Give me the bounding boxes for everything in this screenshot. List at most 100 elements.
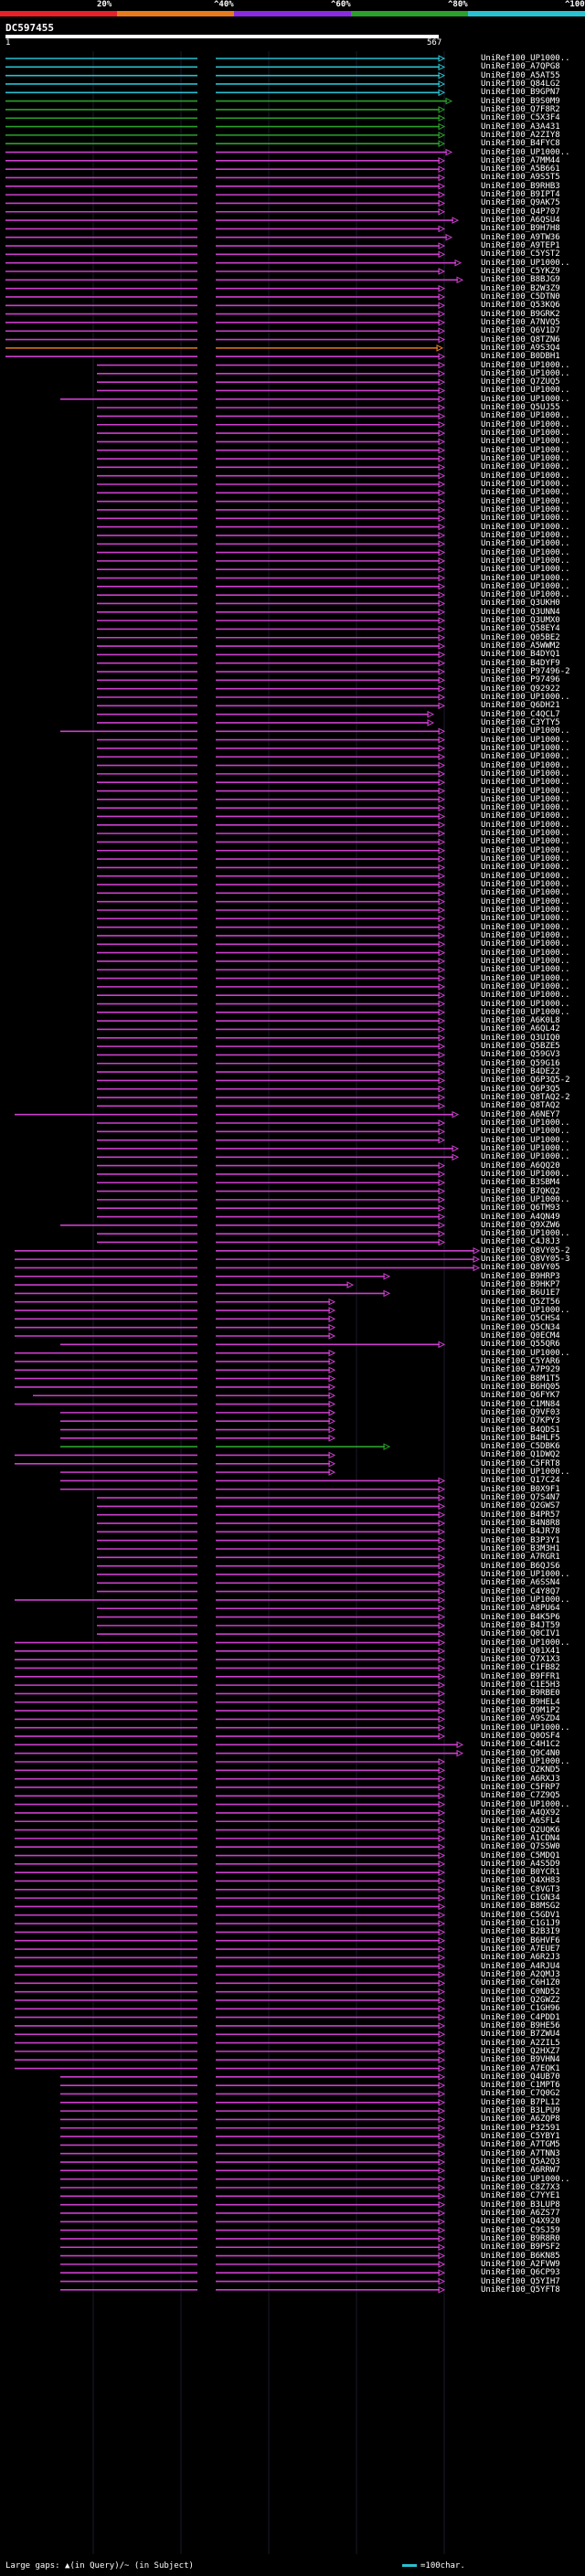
hit-track[interactable] bbox=[15, 2005, 446, 2013]
hit-accession[interactable]: UniRef100_B9HEL4 bbox=[481, 1697, 560, 1707]
hit-track[interactable] bbox=[60, 2082, 446, 2089]
hit-track[interactable] bbox=[5, 140, 446, 148]
hit-accession[interactable]: UniRef100_A5AT55 bbox=[481, 70, 560, 80]
hit-track[interactable] bbox=[60, 1485, 446, 1493]
hit-accession[interactable]: UniRef100_Q9M1P2 bbox=[481, 1706, 560, 1716]
hit-track[interactable] bbox=[15, 1766, 446, 1775]
hit-accession[interactable]: UniRef100_B3SBM4 bbox=[481, 1178, 560, 1188]
hit-track[interactable] bbox=[97, 668, 446, 675]
hit-track[interactable] bbox=[15, 1903, 446, 1911]
hit-accession[interactable]: UniRef100_A2ZIL5 bbox=[481, 2038, 560, 2048]
hit-accession[interactable]: UniRef100_UP1000.. bbox=[481, 368, 570, 378]
hit-accession[interactable]: UniRef100_Q3UMX0 bbox=[481, 616, 560, 626]
hit-track[interactable] bbox=[97, 1085, 446, 1093]
hit-accession[interactable]: UniRef100_P97496-2 bbox=[481, 667, 570, 677]
hit-accession[interactable]: UniRef100_UP1000.. bbox=[481, 565, 570, 575]
hit-track[interactable] bbox=[60, 1341, 446, 1349]
hit-track[interactable] bbox=[5, 217, 460, 224]
hit-track[interactable] bbox=[97, 1520, 446, 1527]
hit-accession[interactable]: UniRef100_B9HKP7 bbox=[481, 1280, 560, 1290]
hit-track[interactable] bbox=[15, 1349, 336, 1357]
hit-accession[interactable]: UniRef100_Q59G16 bbox=[481, 1058, 560, 1068]
hit-track[interactable] bbox=[15, 2064, 446, 2072]
hit-track[interactable] bbox=[5, 319, 446, 326]
hit-accession[interactable]: UniRef100_Q58EY4 bbox=[481, 624, 560, 634]
hit-accession[interactable]: UniRef100_UP1000.. bbox=[481, 939, 570, 949]
hit-accession[interactable]: UniRef100_UP1000.. bbox=[481, 1135, 570, 1145]
hit-track[interactable] bbox=[60, 1477, 446, 1485]
hit-accession[interactable]: UniRef100_UP1000.. bbox=[481, 769, 570, 779]
hit-track[interactable] bbox=[97, 566, 446, 574]
hit-accession[interactable]: UniRef100_UP1000.. bbox=[481, 514, 570, 524]
hit-track[interactable] bbox=[97, 889, 446, 897]
hit-track[interactable] bbox=[5, 268, 446, 275]
hit-track[interactable] bbox=[97, 915, 446, 923]
hit-track[interactable] bbox=[15, 1289, 391, 1298]
hit-accession[interactable]: UniRef100_A5WWM2 bbox=[481, 641, 560, 652]
hit-track[interactable] bbox=[97, 1094, 446, 1101]
hit-accession[interactable]: UniRef100_B9HRP3 bbox=[481, 1271, 560, 1281]
hit-accession[interactable]: UniRef100_UP1000.. bbox=[481, 948, 570, 958]
hit-track[interactable] bbox=[97, 761, 446, 769]
hit-track[interactable] bbox=[97, 361, 446, 369]
hit-accession[interactable]: UniRef100_B9R8R0 bbox=[481, 2233, 560, 2243]
hit-accession[interactable]: UniRef100_C1GN34 bbox=[481, 1893, 560, 1903]
hit-accession[interactable]: UniRef100_B9RBE0 bbox=[481, 1689, 560, 1699]
hit-track[interactable] bbox=[60, 2090, 446, 2098]
hit-track[interactable] bbox=[15, 1681, 446, 1689]
hit-track[interactable] bbox=[97, 1068, 446, 1076]
hit-track[interactable] bbox=[15, 1298, 336, 1306]
hit-track[interactable] bbox=[60, 1426, 336, 1434]
hit-accession[interactable]: UniRef100_UP1000.. bbox=[481, 1723, 570, 1733]
hit-accession[interactable]: UniRef100_UP1000.. bbox=[481, 820, 570, 830]
hit-track[interactable] bbox=[97, 446, 446, 454]
hit-accession[interactable]: UniRef100_A6ZS77 bbox=[481, 2208, 560, 2218]
hit-accession[interactable]: UniRef100_Q7ZUQ5 bbox=[481, 377, 560, 387]
hit-track[interactable] bbox=[15, 1818, 446, 1826]
hit-accession[interactable]: UniRef100_UP1000.. bbox=[481, 845, 570, 855]
hit-accession[interactable]: UniRef100_Q4XH83 bbox=[481, 1876, 560, 1886]
hit-track[interactable] bbox=[5, 310, 446, 318]
hit-track[interactable] bbox=[97, 633, 446, 641]
hit-track[interactable] bbox=[15, 1374, 336, 1383]
hit-accession[interactable]: UniRef100_UP1000.. bbox=[481, 496, 570, 506]
hit-track[interactable] bbox=[5, 114, 446, 122]
hit-track[interactable] bbox=[97, 497, 446, 505]
hit-track[interactable] bbox=[15, 1979, 446, 1988]
hit-accession[interactable]: UniRef100_B9RHB3 bbox=[481, 181, 560, 191]
hit-track[interactable] bbox=[97, 1025, 446, 1034]
hit-track[interactable] bbox=[97, 983, 446, 991]
hit-accession[interactable]: UniRef100_UP1000.. bbox=[481, 1007, 570, 1017]
hit-accession[interactable]: UniRef100_A6SSN4 bbox=[481, 1578, 560, 1588]
hit-track[interactable] bbox=[5, 276, 464, 284]
hit-accession[interactable]: UniRef100_A9S3Q4 bbox=[481, 343, 560, 353]
hit-accession[interactable]: UniRef100_UP1000.. bbox=[481, 1143, 570, 1153]
hit-track[interactable] bbox=[15, 1451, 336, 1459]
hit-track[interactable] bbox=[60, 1417, 336, 1426]
hit-track[interactable] bbox=[97, 1196, 446, 1203]
hit-track[interactable] bbox=[97, 1059, 446, 1067]
hit-accession[interactable]: UniRef100_A4QN49 bbox=[481, 1212, 560, 1222]
hit-accession[interactable]: UniRef100_UP1000.. bbox=[481, 829, 570, 839]
hit-track[interactable] bbox=[97, 1230, 446, 1237]
hit-track[interactable] bbox=[97, 906, 446, 914]
hit-track[interactable] bbox=[5, 165, 446, 173]
hit-accession[interactable]: UniRef100_Q5YIH7 bbox=[481, 2276, 560, 2286]
hit-track[interactable] bbox=[97, 370, 446, 377]
hit-accession[interactable]: UniRef100_UP1000.. bbox=[481, 956, 570, 966]
hit-track[interactable] bbox=[97, 1153, 460, 1161]
hit-track[interactable] bbox=[15, 1843, 446, 1851]
hit-accession[interactable]: UniRef100_B4PR57 bbox=[481, 1510, 560, 1520]
hit-accession[interactable]: UniRef100_A2FVW9 bbox=[481, 2259, 560, 2269]
hit-accession[interactable]: UniRef100_C1GH96 bbox=[481, 2004, 560, 2014]
hit-accession[interactable]: UniRef100_UP1000.. bbox=[481, 752, 570, 762]
hit-accession[interactable]: UniRef100_B4QDS1 bbox=[481, 1425, 560, 1435]
hit-accession[interactable]: UniRef100_C5YST2 bbox=[481, 249, 560, 260]
hit-track[interactable] bbox=[60, 2261, 446, 2268]
hit-track[interactable] bbox=[97, 812, 446, 821]
hit-track[interactable] bbox=[5, 302, 446, 310]
hit-track[interactable] bbox=[97, 1545, 446, 1553]
hit-accession[interactable]: UniRef100_A1CDN4 bbox=[481, 1833, 560, 1843]
hit-accession[interactable]: UniRef100_Q2GWZ2 bbox=[481, 1995, 560, 2005]
hit-track[interactable] bbox=[97, 1579, 446, 1587]
